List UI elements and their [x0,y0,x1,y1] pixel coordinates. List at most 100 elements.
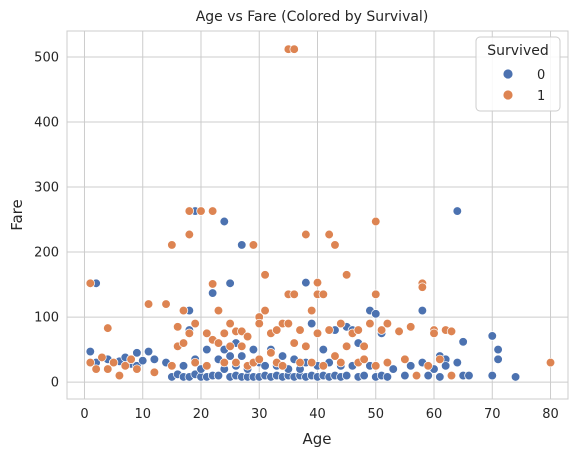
data-point-survived-0 [359,370,369,381]
data-point-survived-1 [318,361,328,371]
data-point-survived-1 [97,352,107,363]
x-tick-label: 30 [251,407,268,422]
x-tick-label: 0 [80,407,88,422]
data-point-survived-1 [371,361,381,371]
data-point-survived-1 [417,282,428,292]
data-point-survived-1 [295,357,305,368]
data-point-survived-1 [545,357,556,368]
data-point-survived-0 [464,370,474,381]
data-point-survived-0 [143,346,154,357]
data-point-survived-1 [167,361,177,371]
data-point-survived-1 [272,325,282,335]
y-tick-label: 500 [34,51,59,66]
data-point-survived-1 [423,361,433,371]
data-point-survived-1 [207,206,218,216]
data-point-survived-1 [237,341,247,351]
legend-marker-1 [502,89,514,101]
data-points [85,44,556,382]
data-point-survived-1 [167,240,177,250]
data-point-survived-1 [301,229,311,240]
data-point-survived-0 [487,370,497,381]
data-point-survived-0 [225,278,235,288]
data-point-survived-1 [190,357,200,368]
data-point-survived-1 [184,206,194,216]
data-point-survived-1 [429,328,439,338]
data-point-survived-1 [85,357,95,368]
data-point-survived-0 [213,370,224,381]
data-point-survived-1 [394,326,404,337]
data-point-survived-0 [219,216,229,227]
data-point-survived-1 [149,367,160,377]
data-point-survived-1 [336,318,346,329]
data-point-survived-1 [178,338,189,348]
data-point-survived-0 [207,288,218,298]
data-point-survived-1 [237,326,247,337]
data-point-survived-1 [91,364,101,374]
data-point-survived-1 [353,325,363,335]
legend-marker-0 [502,68,514,80]
y-tick-label: 300 [34,181,59,196]
data-point-survived-1 [126,354,136,364]
data-point-survived-1 [190,318,200,329]
x-tick-label: 10 [134,407,151,422]
legend-label-1: 1 [537,89,545,104]
data-point-survived-0 [452,206,462,216]
data-point-survived-1 [173,322,183,332]
data-point-survived-0 [85,346,95,357]
data-point-survived-1 [289,44,299,54]
data-point-survived-1 [178,305,189,316]
data-point-survived-0 [487,331,497,341]
data-point-survived-1 [400,354,410,364]
data-point-survived-1 [225,318,235,329]
x-axis-ticks: 0 10 20 30 40 50 60 70 80 [80,407,558,422]
data-point-survived-1 [365,318,375,329]
data-point-survived-0 [510,372,521,382]
data-point-survived-0 [237,351,247,361]
data-point-survived-1 [219,328,229,338]
legend-box [475,36,561,112]
data-point-survived-1 [330,351,340,361]
data-point-survived-1 [103,364,113,374]
x-tick-label: 60 [426,407,443,422]
data-point-survived-1 [254,318,264,329]
data-point-survived-1 [103,323,113,333]
data-point-survived-1 [330,240,340,250]
data-point-survived-1 [324,325,334,335]
x-tick-label: 50 [367,407,384,422]
data-point-survived-0 [260,361,270,371]
y-axis-label: Fare [8,199,26,231]
data-point-survived-1 [260,305,270,316]
data-point-survived-1 [143,299,154,309]
data-point-survived-0 [248,344,259,355]
data-point-survived-1 [242,331,253,342]
data-point-survived-0 [493,344,503,355]
data-point-survived-1 [376,325,387,335]
x-axis-label: Age [302,430,331,448]
data-point-survived-0 [138,355,148,366]
data-point-survived-1 [196,206,206,216]
data-point-survived-1 [207,279,218,289]
data-point-survived-1 [283,318,294,329]
data-point-survived-1 [307,357,317,368]
data-point-survived-0 [452,357,462,368]
data-point-survived-1 [260,270,270,280]
data-point-survived-1 [231,357,241,368]
data-point-survived-0 [318,344,328,355]
data-point-survived-1 [277,361,288,371]
data-point-survived-0 [178,361,189,371]
data-point-survived-0 [371,309,381,319]
x-tick-label: 40 [309,407,326,422]
data-point-survived-1 [161,299,171,309]
y-tick-label: 100 [34,311,59,326]
data-point-survived-0 [382,372,393,382]
x-tick-label: 70 [484,407,501,422]
data-point-survived-0 [341,370,352,381]
data-point-survived-1 [213,305,224,316]
data-point-survived-0 [132,348,142,358]
data-point-survived-1 [202,361,212,371]
data-point-survived-0 [406,361,416,371]
legend: Survived 0 1 [475,36,561,112]
data-point-survived-1 [85,278,95,288]
data-point-survived-0 [202,344,212,355]
data-point-survived-1 [341,341,352,351]
